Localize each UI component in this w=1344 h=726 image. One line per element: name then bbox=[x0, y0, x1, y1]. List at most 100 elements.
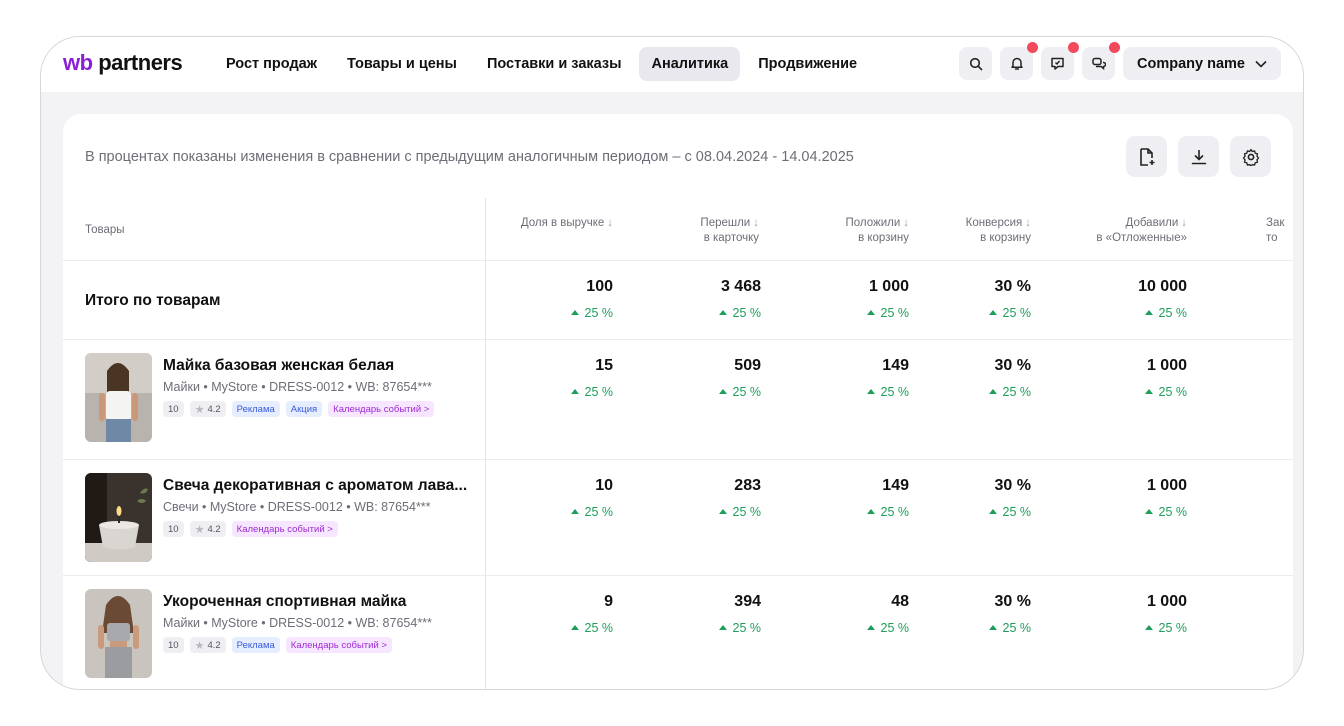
up-triangle-icon bbox=[988, 625, 997, 630]
nav-item-analytics[interactable]: Аналитика bbox=[639, 47, 741, 81]
ads-badge: Реклама bbox=[231, 637, 280, 653]
up-triangle-icon bbox=[988, 310, 997, 315]
feedback-badge bbox=[1068, 42, 1080, 53]
logo-text: partners bbox=[98, 50, 183, 75]
product-image-candle[interactable] bbox=[85, 473, 152, 562]
total-cart-conversion: 30 % bbox=[994, 278, 1031, 295]
column-header-cart-conversion[interactable]: Конверсия ↓ в корзину bbox=[965, 217, 1031, 244]
period-comparison-note: В процентах показаны изменения в сравнен… bbox=[85, 149, 854, 165]
wb-partners-logo[interactable]: wb partners bbox=[63, 50, 183, 76]
column-divider bbox=[485, 261, 486, 339]
app-window: wb partners Рост продаж Товары и цены По… bbox=[40, 36, 1304, 690]
main-nav: Рост продаж Товары и цены Поставки и зак… bbox=[214, 47, 869, 81]
product-image-tank-top[interactable] bbox=[85, 353, 152, 442]
export-report-button[interactable] bbox=[1126, 136, 1167, 177]
change-indicator: 25 % bbox=[718, 306, 761, 320]
revenue-share-value: 9 bbox=[604, 593, 613, 610]
nav-item-products-prices[interactable]: Товары и цены bbox=[347, 56, 457, 72]
product-title[interactable]: Укороченная спортивная майка bbox=[163, 593, 407, 610]
products-table: Товары Доля в выручке ↓ Перешли ↓ в карточ… bbox=[63, 198, 1293, 689]
column-header-revenue-share[interactable]: Доля в выручке ↓ bbox=[520, 217, 613, 229]
up-triangle-icon bbox=[570, 509, 579, 514]
company-name: Company name bbox=[1137, 55, 1245, 72]
product-meta: Майки • MyStore • DRESS-0012 • WB: 87654… bbox=[163, 380, 432, 394]
table-row[interactable]: Свеча декоративная с ароматом лава... Св… bbox=[63, 460, 1293, 576]
change-indicator: 25 % bbox=[988, 505, 1031, 519]
settings-button[interactable] bbox=[1230, 136, 1271, 177]
notifications-button[interactable] bbox=[1000, 42, 1039, 80]
column-header-goods: Товары bbox=[85, 224, 125, 236]
total-revenue-share: 100 bbox=[586, 278, 613, 295]
up-triangle-icon bbox=[1144, 509, 1153, 514]
top-actions: Company name bbox=[959, 42, 1281, 80]
change-indicator: 25 % bbox=[570, 385, 613, 399]
product-badges: 10 ★ 4.2 Календарь событий > bbox=[163, 521, 463, 537]
column-header-added-to-cart[interactable]: Положили ↓ в корзину bbox=[845, 217, 909, 244]
rating-badge: ★ 4.2 bbox=[189, 401, 226, 417]
events-calendar-link[interactable]: Календарь событий > bbox=[285, 637, 392, 653]
change-indicator: 25 % bbox=[570, 505, 613, 519]
search-icon bbox=[969, 57, 982, 70]
star-icon: ★ bbox=[194, 403, 205, 416]
download-button[interactable] bbox=[1178, 136, 1219, 177]
change-indicator: 25 % bbox=[1144, 621, 1187, 635]
card-visits-value: 394 bbox=[734, 593, 761, 610]
added-to-cart-value: 48 bbox=[891, 593, 909, 610]
chat-icon bbox=[1092, 57, 1107, 71]
chat-badge bbox=[1109, 42, 1121, 53]
revenue-share-value: 15 bbox=[595, 357, 613, 374]
up-triangle-icon bbox=[1144, 389, 1153, 394]
events-calendar-link[interactable]: Календарь событий > bbox=[231, 521, 338, 537]
card-actions bbox=[1126, 136, 1271, 177]
added-to-cart-value: 149 bbox=[882, 477, 909, 494]
nav-item-promotion[interactable]: Продвижение bbox=[758, 56, 858, 72]
column-divider bbox=[485, 198, 486, 260]
company-selector[interactable]: Company name bbox=[1123, 47, 1281, 80]
change-indicator: 25 % bbox=[718, 621, 761, 635]
wishlisted-value: 1 000 bbox=[1146, 357, 1187, 374]
column-header-orders-truncated[interactable]: Зак то bbox=[1266, 217, 1285, 244]
chevron-down-icon bbox=[1255, 60, 1267, 68]
change-indicator: 25 % bbox=[718, 505, 761, 519]
table-row[interactable]: Майка базовая женская белая Майки • MySt… bbox=[63, 340, 1293, 460]
change-indicator: 25 % bbox=[988, 385, 1031, 399]
change-indicator: 25 % bbox=[866, 505, 909, 519]
column-header-wishlisted[interactable]: Добавили ↓ в «Отложенные» bbox=[1096, 217, 1187, 244]
change-indicator: 25 % bbox=[866, 621, 909, 635]
nav-item-supplies-orders[interactable]: Поставки и заказы bbox=[486, 56, 622, 72]
table-row[interactable]: Укороченная спортивная майка Майки • MyS… bbox=[63, 576, 1293, 689]
product-image-sport-top[interactable] bbox=[85, 589, 152, 678]
added-to-cart-value: 149 bbox=[882, 357, 909, 374]
product-title[interactable]: Майка базовая женская белая bbox=[163, 357, 395, 374]
up-triangle-icon bbox=[866, 625, 875, 630]
search-button[interactable] bbox=[959, 47, 993, 80]
wishlisted-value: 1 000 bbox=[1146, 477, 1187, 494]
product-title[interactable]: Свеча декоративная с ароматом лава... bbox=[163, 477, 468, 494]
rating-badge: ★ 4.2 bbox=[189, 521, 226, 537]
product-count-badge: 10 bbox=[163, 521, 184, 537]
ads-badge: Реклама bbox=[231, 401, 280, 417]
sort-arrow-icon: ↓ bbox=[1181, 217, 1187, 229]
product-badges: 10 ★ 4.2 Реклама Акция Календарь событий … bbox=[163, 401, 463, 417]
up-triangle-icon bbox=[988, 509, 997, 514]
up-triangle-icon bbox=[988, 389, 997, 394]
chat-button[interactable] bbox=[1082, 42, 1121, 80]
nav-item-sales-growth[interactable]: Рост продаж bbox=[226, 56, 318, 72]
column-divider bbox=[485, 340, 486, 459]
download-icon bbox=[1191, 149, 1206, 164]
change-indicator: 25 % bbox=[866, 385, 909, 399]
events-calendar-link[interactable]: Календарь событий > bbox=[328, 401, 435, 417]
table-header: Товары Доля в выручке ↓ Перешли ↓ в карточ… bbox=[63, 198, 1293, 261]
up-triangle-icon bbox=[718, 625, 727, 630]
feedback-icon bbox=[1051, 57, 1064, 70]
top-navbar: wb partners Рост продаж Товары и цены По… bbox=[41, 37, 1303, 92]
change-indicator: 25 % bbox=[718, 385, 761, 399]
feedback-button[interactable] bbox=[1041, 42, 1080, 80]
column-header-card-visits[interactable]: Перешли ↓ в карточку bbox=[700, 217, 759, 244]
column-divider bbox=[485, 460, 486, 575]
up-triangle-icon bbox=[1144, 310, 1153, 315]
up-triangle-icon bbox=[866, 310, 875, 315]
up-triangle-icon bbox=[570, 625, 579, 630]
change-indicator: 25 % bbox=[570, 306, 613, 320]
up-triangle-icon bbox=[866, 509, 875, 514]
